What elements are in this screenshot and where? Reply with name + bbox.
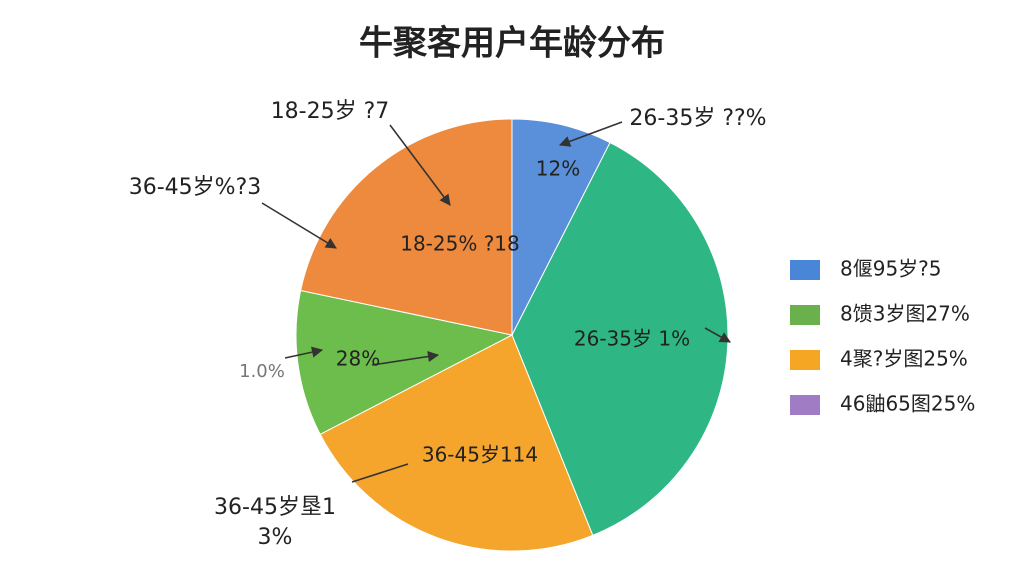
slice-label: 26-35岁 1% xyxy=(574,327,690,351)
slice-label: 12% xyxy=(536,157,580,181)
labels: 12% 26-35岁 1% 36-45岁114 28% 18-25% ?18 18-25岁… xyxy=(129,99,976,550)
arrow xyxy=(389,124,451,206)
annotation: 36-45岁垦1 xyxy=(214,495,336,520)
arrow xyxy=(284,346,324,359)
chart-title: 牛聚客用户年龄分布 xyxy=(359,24,665,64)
slice-label: 36-45岁114 xyxy=(422,443,538,467)
pie xyxy=(295,118,729,552)
legend-swatch xyxy=(790,260,820,280)
legend-label: 46鼬65图25% xyxy=(840,392,975,416)
legend-swatch xyxy=(790,395,820,415)
arrow xyxy=(704,327,731,343)
legend-label: 8偃95岁?5 xyxy=(840,257,942,281)
arrows xyxy=(261,121,731,483)
arrow xyxy=(371,350,440,366)
arrow xyxy=(351,463,409,483)
slice-label: 18-25% ?18 xyxy=(400,232,520,256)
annotation: 36-45岁%?3 xyxy=(129,175,262,200)
annotation: 3% xyxy=(258,525,293,550)
pie-slice xyxy=(511,118,611,336)
slice-label: 28% xyxy=(336,347,380,371)
annotation: 1.0% xyxy=(239,361,285,382)
arrow xyxy=(261,202,337,249)
arrow xyxy=(558,121,623,147)
legend-swatch xyxy=(790,305,820,325)
legend-swatch xyxy=(790,350,820,370)
pie-slice xyxy=(511,141,729,536)
legend-label: 4聚?岁图25% xyxy=(840,347,968,371)
annotation: 26-35岁 ??% xyxy=(629,106,766,131)
pie-slice xyxy=(319,334,594,552)
pie-slice xyxy=(300,118,513,336)
legend-label: 8馈3岁图27% xyxy=(840,302,970,326)
annotation: 18-25岁 ?7 xyxy=(271,99,390,124)
pie-slice xyxy=(295,289,514,435)
